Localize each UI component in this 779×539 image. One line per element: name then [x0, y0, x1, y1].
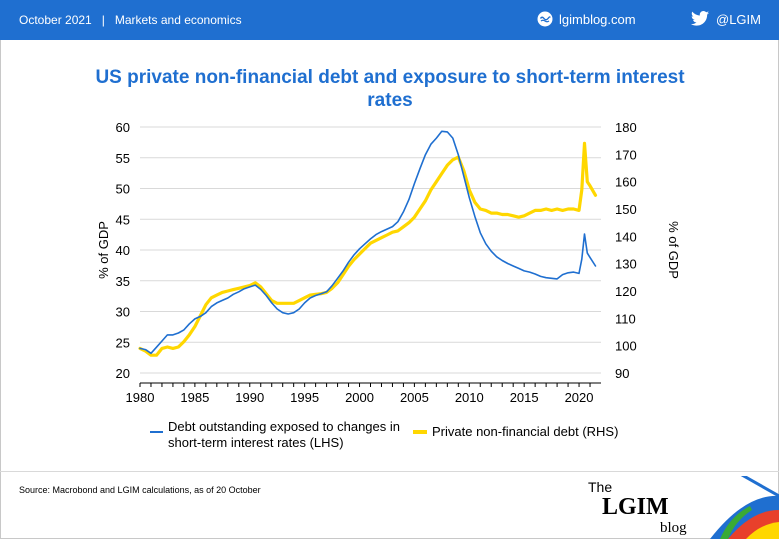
svg-text:The: The	[588, 479, 612, 495]
header-separator: |	[101, 13, 105, 27]
twitter-handle[interactable]: @LGIM	[716, 12, 761, 27]
y-axis-title: % of GDP	[96, 221, 111, 279]
x-tick-label: 1990	[235, 390, 264, 405]
x-tick-label: 1985	[180, 390, 209, 405]
site-link[interactable]: lgimblog.com	[559, 12, 636, 27]
twitter-icon[interactable]	[691, 11, 709, 26]
y-tick-label: 60	[116, 120, 130, 135]
y2-tick-label: 130	[615, 257, 637, 272]
y2-tick-label: 110	[615, 311, 636, 326]
x-tick-label: 2020	[565, 390, 594, 405]
x-tick-label: 2005	[400, 390, 429, 405]
legend-label-private-debt: Private non-financial debt (RHS)	[432, 424, 619, 439]
series-line-private-debt	[138, 141, 598, 357]
y2-tick-label: 90	[615, 366, 629, 381]
header-section[interactable]: Markets and economics	[114, 13, 242, 27]
x-tick-label: 1995	[290, 390, 319, 405]
chart-title: US private non-financial debt and exposu…	[95, 67, 685, 111]
lgim-blog-logo: The LGIM blog	[588, 476, 779, 539]
svg-text:LGIM: LGIM	[602, 494, 669, 520]
y-tick-label: 50	[116, 182, 130, 197]
x-tick-label: 2000	[345, 390, 374, 405]
y-tick-label: 20	[116, 366, 130, 381]
svg-text:blog: blog	[660, 520, 687, 536]
top-bar: October 2021 | Markets and economics lgimb…	[0, 0, 779, 40]
x-tick-label: 1980	[126, 390, 155, 405]
header-left: October 2021 | Markets and economics	[19, 13, 242, 27]
y-tick-label: 35	[116, 274, 130, 289]
y-tick-label: 45	[116, 212, 130, 227]
legend-swatch-private-debt	[413, 430, 427, 434]
globe-icon	[537, 11, 553, 27]
y2-tick-label: 140	[615, 229, 637, 244]
y2-tick-label: 180	[615, 120, 637, 135]
umbrella-icon	[710, 476, 779, 539]
x-tick-label: 2015	[510, 390, 539, 405]
y-tick-label: 25	[116, 335, 130, 350]
legend-label-debt-exposed: Debt outstanding exposed to changes in s…	[168, 419, 401, 450]
y2-tick-label: 120	[615, 284, 637, 299]
y-tick-label: 55	[116, 151, 130, 166]
footer-divider	[0, 471, 779, 472]
chart: 20 25 30 35 40 45 50 55 60 90 100 110 120 130 140 150 16…	[96, 120, 681, 405]
source-note: Source: Macrobond and LGIM calculations,…	[19, 485, 261, 495]
y2-tick-label: 150	[615, 202, 637, 217]
header-date: October 2021	[19, 13, 92, 27]
y2-tick-label: 170	[615, 147, 637, 162]
x-tick-label: 2010	[455, 390, 484, 405]
series-line-debt-exposed	[139, 130, 597, 355]
legend-swatch-debt-exposed	[150, 431, 163, 433]
y-tick-label: 30	[116, 305, 130, 320]
y-tick-label: 40	[116, 243, 130, 258]
y2-axis-title: % of GDP	[666, 221, 681, 279]
y2-tick-label: 100	[615, 339, 637, 354]
y2-tick-label: 160	[615, 175, 637, 190]
